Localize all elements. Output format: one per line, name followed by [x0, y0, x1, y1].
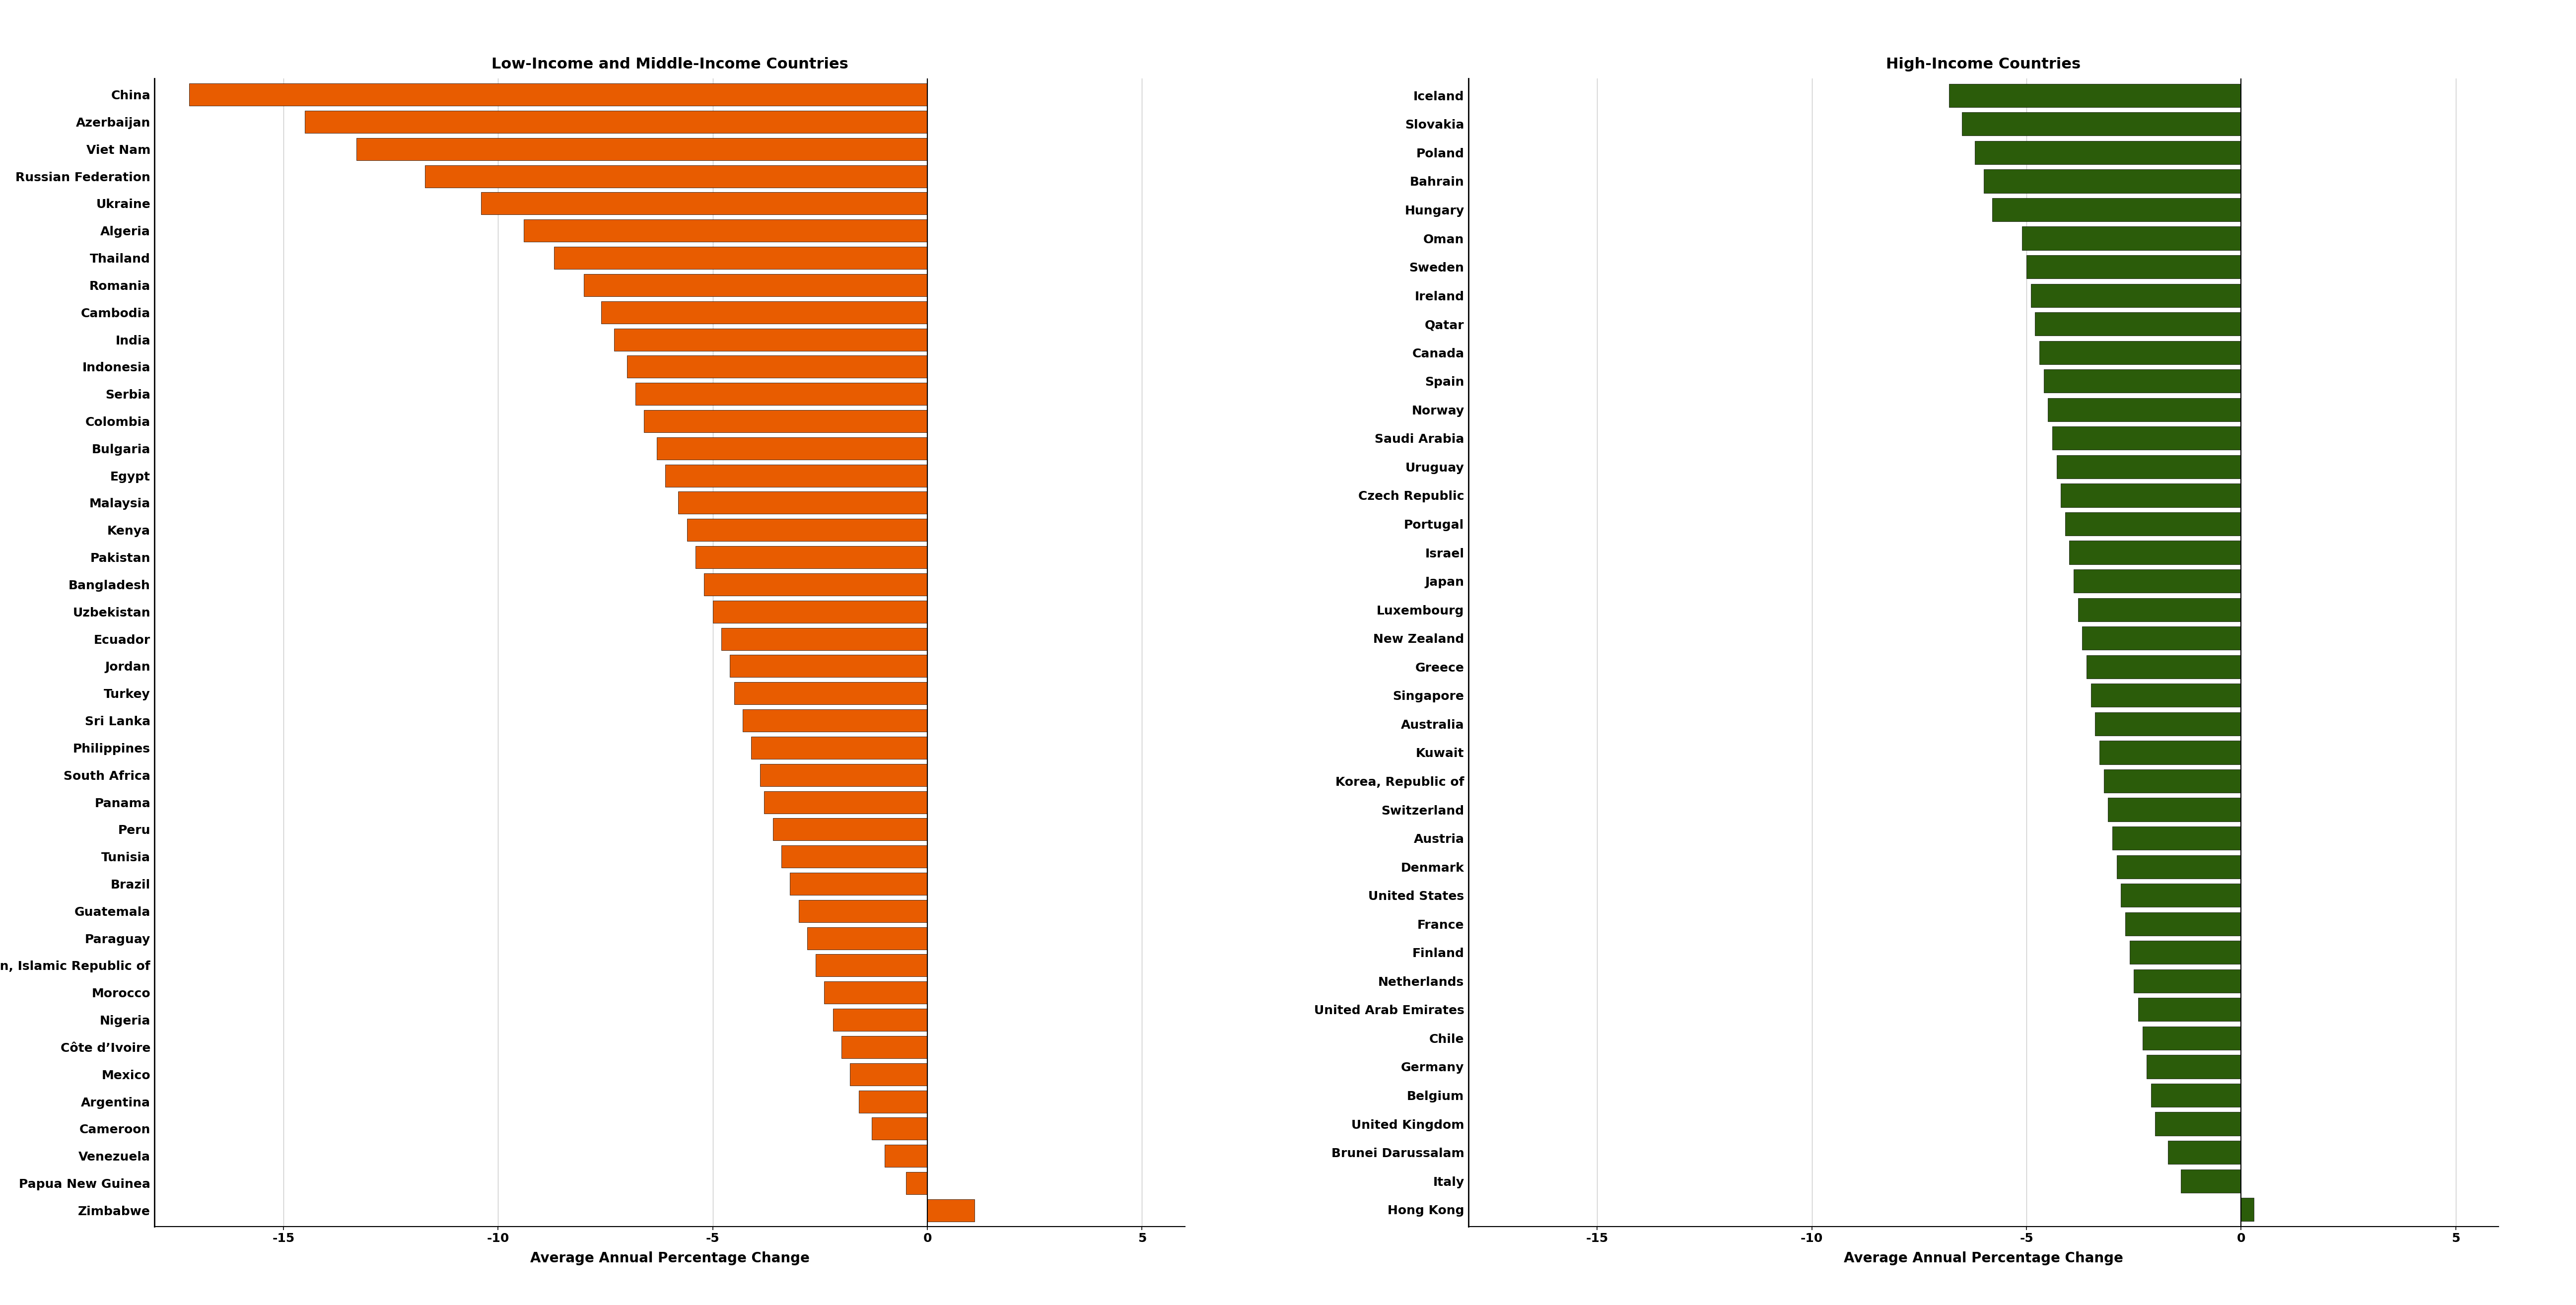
Bar — [832, 1009, 927, 1031]
Bar — [2061, 484, 2241, 508]
Bar — [2069, 540, 2241, 564]
Bar — [304, 111, 927, 133]
Bar — [884, 1144, 927, 1167]
X-axis label: Average Annual Percentage Change: Average Annual Percentage Change — [1844, 1251, 2123, 1266]
Bar — [355, 138, 927, 161]
Bar — [842, 1036, 927, 1058]
Bar — [2040, 341, 2241, 364]
Bar — [927, 1199, 974, 1221]
Bar — [781, 846, 927, 868]
Bar — [2053, 427, 2241, 450]
Bar — [858, 1091, 927, 1113]
Bar — [760, 763, 927, 786]
Bar — [907, 1172, 927, 1194]
Bar — [791, 873, 927, 895]
Bar — [644, 410, 927, 432]
Bar — [585, 274, 927, 296]
Bar — [2099, 741, 2241, 765]
Bar — [2043, 369, 2241, 393]
Bar — [2048, 398, 2241, 422]
Bar — [1976, 141, 2241, 164]
Bar — [425, 166, 927, 188]
Bar — [799, 900, 927, 923]
Bar — [2143, 1027, 2241, 1049]
Bar — [2079, 598, 2241, 621]
Bar — [2081, 626, 2241, 650]
Bar — [696, 545, 927, 569]
Bar — [817, 954, 927, 976]
Bar — [2030, 283, 2241, 307]
Bar — [2125, 912, 2241, 936]
Bar — [2022, 227, 2241, 251]
Bar — [2156, 1112, 2241, 1135]
Bar — [2241, 1198, 2254, 1221]
Bar — [613, 329, 927, 351]
Bar — [523, 219, 927, 241]
Bar — [2169, 1141, 2241, 1164]
Bar — [2105, 770, 2241, 792]
Bar — [2107, 797, 2241, 821]
Bar — [806, 927, 927, 950]
Bar — [2066, 513, 2241, 535]
Bar — [688, 519, 927, 542]
Bar — [2092, 684, 2241, 707]
Bar — [1963, 112, 2241, 136]
Bar — [721, 628, 927, 650]
Bar — [2094, 713, 2241, 736]
Bar — [1984, 170, 2241, 193]
Bar — [850, 1064, 927, 1086]
Bar — [554, 247, 927, 269]
Title: Low-Income and Middle-Income Countries: Low-Income and Middle-Income Countries — [492, 57, 848, 72]
Bar — [765, 791, 927, 813]
Bar — [729, 655, 927, 677]
Bar — [657, 437, 927, 459]
Bar — [703, 573, 927, 595]
Bar — [188, 84, 927, 106]
Bar — [871, 1117, 927, 1139]
Bar — [2133, 970, 2241, 993]
Bar — [665, 465, 927, 487]
Bar — [2087, 655, 2241, 679]
Bar — [734, 683, 927, 705]
Bar — [600, 301, 927, 324]
Bar — [714, 600, 927, 622]
Title: High-Income Countries: High-Income Countries — [1886, 57, 2081, 72]
Bar — [2027, 256, 2241, 278]
Bar — [2120, 883, 2241, 907]
Bar — [1991, 198, 2241, 222]
Bar — [824, 981, 927, 1004]
Bar — [773, 818, 927, 840]
Bar — [2117, 855, 2241, 878]
Bar — [2035, 312, 2241, 335]
Bar — [2112, 826, 2241, 850]
Bar — [626, 355, 927, 378]
Bar — [2151, 1083, 2241, 1107]
Bar — [752, 736, 927, 760]
Bar — [2130, 941, 2241, 964]
Bar — [2056, 455, 2241, 479]
Bar — [742, 710, 927, 732]
X-axis label: Average Annual Percentage Change: Average Annual Percentage Change — [531, 1251, 809, 1266]
Bar — [2074, 569, 2241, 592]
Bar — [2182, 1169, 2241, 1193]
Bar — [1950, 84, 2241, 107]
Bar — [482, 192, 927, 214]
Bar — [677, 492, 927, 514]
Bar — [636, 382, 927, 405]
Bar — [2146, 1054, 2241, 1078]
Bar — [2138, 998, 2241, 1022]
